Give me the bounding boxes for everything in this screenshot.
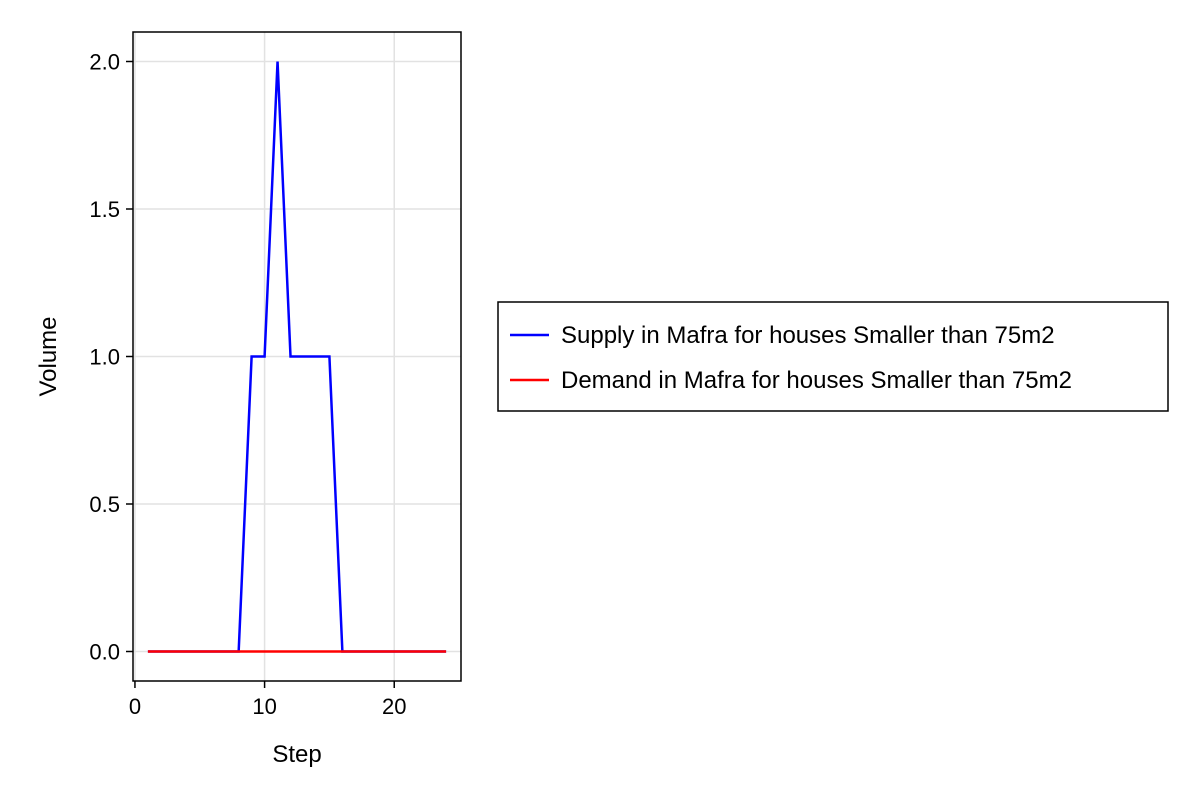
y-tick-label: 2.0 (89, 50, 120, 75)
x-tick-label: 0 (129, 694, 141, 719)
y-tick-label: 1.0 (89, 345, 120, 370)
x-axis-label: Step (272, 741, 321, 768)
legend-box (497, 301, 1169, 412)
legend: Supply in Mafra for houses Smaller than … (497, 301, 1169, 412)
legend-label-demand: Demand in Mafra for houses Smaller than … (561, 367, 1072, 394)
x-tick-label: 10 (252, 694, 276, 719)
series-lines (147, 61, 447, 653)
y-tick-label: 0.5 (89, 492, 120, 517)
y-axis-ticks: 0.0 0.5 1.0 1.5 2.0 (89, 50, 133, 665)
y-tick-label: 1.5 (89, 197, 120, 222)
x-tick-label: 20 (382, 694, 406, 719)
y-axis-label: Volume (35, 316, 62, 396)
legend-label-supply: Supply in Mafra for houses Smaller than … (561, 322, 1055, 349)
x-axis-ticks: 0 10 20 (129, 681, 406, 719)
y-tick-label: 0.0 (89, 640, 120, 665)
